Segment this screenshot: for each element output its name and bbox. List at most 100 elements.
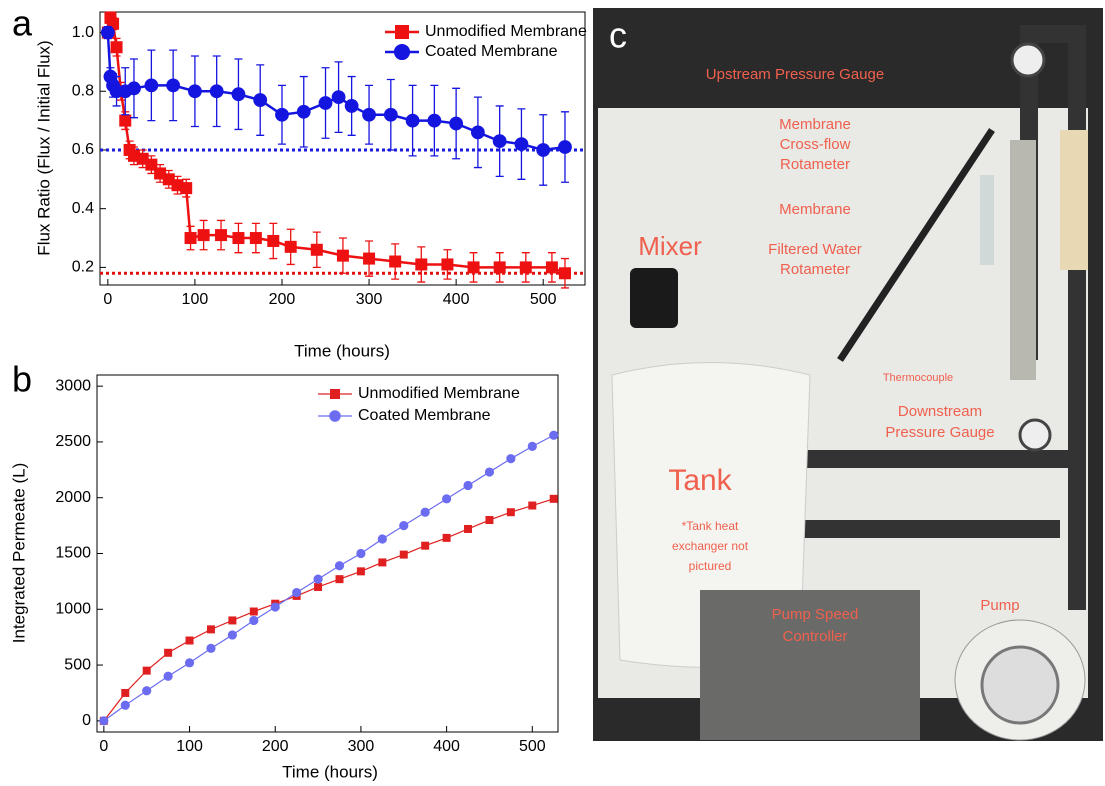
pipe xyxy=(800,450,1080,468)
series-line xyxy=(103,434,554,722)
x-tick-label: 0 xyxy=(103,291,112,308)
marker xyxy=(215,229,228,242)
marker xyxy=(427,113,442,128)
marker xyxy=(421,541,430,550)
marker xyxy=(378,558,387,567)
marker xyxy=(310,243,323,256)
y-tick-label: 1500 xyxy=(55,545,91,562)
marker xyxy=(527,441,537,451)
marker xyxy=(399,521,409,531)
photo-label: Controller xyxy=(782,628,847,645)
marker xyxy=(184,232,197,245)
marker xyxy=(110,41,123,54)
photo-label: *Tank heat xyxy=(682,519,739,533)
panel-label: a xyxy=(12,3,33,44)
marker xyxy=(166,78,181,93)
marker xyxy=(249,615,259,626)
photo-label: Membrane xyxy=(779,201,851,218)
y-tick-label: 0.6 xyxy=(72,141,94,158)
marker xyxy=(519,261,532,274)
marker xyxy=(356,567,365,576)
marker xyxy=(377,534,387,544)
x-tick-label: 100 xyxy=(176,738,203,755)
marker xyxy=(506,508,515,517)
marker xyxy=(313,574,323,584)
marker xyxy=(206,625,215,634)
panel-label: c xyxy=(609,15,627,56)
rotameter xyxy=(980,175,994,265)
legend-marker xyxy=(329,410,341,422)
photo-label: Upstream Pressure Gauge xyxy=(706,66,884,83)
marker xyxy=(249,232,262,245)
marker xyxy=(275,107,289,122)
legend-label: Coated Membrane xyxy=(358,407,491,424)
marker xyxy=(142,686,152,696)
pipe xyxy=(800,520,1060,538)
mixer-rod xyxy=(837,128,995,362)
marker xyxy=(484,467,495,477)
legend-marker xyxy=(395,25,409,39)
y-tick-label: 2500 xyxy=(55,433,91,450)
marker xyxy=(144,78,159,93)
marker xyxy=(528,501,537,510)
marker xyxy=(506,454,516,464)
marker xyxy=(467,261,480,274)
marker xyxy=(331,90,346,105)
legend-marker xyxy=(393,43,411,61)
marker xyxy=(314,582,323,591)
y-tick-label: 0 xyxy=(82,712,91,729)
photo-label: Pump xyxy=(980,597,1019,614)
pipe xyxy=(1020,25,1086,43)
marker xyxy=(362,107,376,122)
marker xyxy=(121,688,130,697)
membrane xyxy=(1010,140,1036,380)
marker xyxy=(442,533,451,542)
gauge xyxy=(1010,42,1046,78)
photo-label: Downstream xyxy=(898,403,982,420)
photo-label: Membrane xyxy=(779,116,851,133)
photo-label: Pressure Gauge xyxy=(885,424,994,441)
y-axis-label: Flux Ratio (Flux / Initial Flux) xyxy=(34,40,53,255)
x-tick-label: 100 xyxy=(182,291,209,308)
marker xyxy=(363,252,376,265)
marker xyxy=(442,494,452,504)
marker xyxy=(253,93,268,107)
y-tick-label: 2000 xyxy=(55,489,91,506)
marker xyxy=(334,561,345,571)
x-tick-label: 300 xyxy=(348,738,375,755)
marker xyxy=(180,182,193,195)
marker xyxy=(270,602,280,612)
marker xyxy=(492,134,507,149)
y-tick-label: 1000 xyxy=(55,601,91,618)
photo-label: Rotameter xyxy=(780,261,850,278)
marker xyxy=(545,261,558,274)
y-tick-label: 1.0 xyxy=(72,24,94,41)
x-tick-label: 400 xyxy=(443,291,470,308)
x-tick-label: 0 xyxy=(99,738,108,755)
legend-label: Coated Membrane xyxy=(425,43,558,60)
x-axis-label: Time (hours) xyxy=(282,762,378,781)
gauge xyxy=(1018,418,1052,452)
rotameter xyxy=(1060,130,1088,270)
marker xyxy=(184,658,195,668)
legend-label: Unmodified Membrane xyxy=(358,385,520,402)
marker xyxy=(267,234,280,247)
marker xyxy=(464,524,473,533)
pipe xyxy=(1068,30,1086,610)
photo-label: pictured xyxy=(689,559,732,573)
legend-marker xyxy=(330,389,340,399)
marker xyxy=(389,255,402,268)
y-axis-label: Integrated Permeate (L) xyxy=(9,463,28,643)
marker xyxy=(188,84,202,99)
marker xyxy=(549,494,558,503)
marker xyxy=(284,240,297,253)
x-tick-label: 200 xyxy=(269,291,296,308)
marker xyxy=(197,229,210,242)
marker xyxy=(119,114,132,127)
marker xyxy=(493,261,506,274)
x-tick-label: 300 xyxy=(356,291,383,308)
x-tick-label: 200 xyxy=(262,738,289,755)
marker xyxy=(120,700,130,710)
photo-label: Thermocouple xyxy=(883,372,953,384)
x-axis-label: Time (hours) xyxy=(294,341,390,360)
